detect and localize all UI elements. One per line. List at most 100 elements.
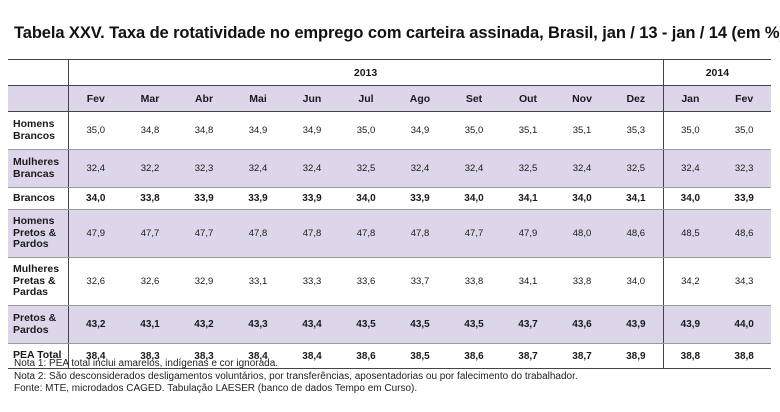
table-cell: 32,4 <box>67 149 123 188</box>
row-label-line: Pardas <box>13 286 49 299</box>
table-cell: 44,0 <box>717 305 772 344</box>
table-cell: 34,0 <box>555 187 609 210</box>
table-cell: 32,6 <box>67 257 123 306</box>
table-cell: 34,0 <box>339 187 393 210</box>
table-cell: 38,4 <box>67 343 123 369</box>
table-cell: 38,5 <box>393 343 447 369</box>
table-cell: 43,6 <box>555 305 609 344</box>
table-cell: 35,0 <box>717 111 772 150</box>
table-row: Homens Pretos & Pardos 47,9 47,7 47,7 47,8 47,8… <box>8 209 772 258</box>
table-cell: 32,5 <box>501 149 555 188</box>
row-label: Brancos <box>8 187 68 210</box>
row-label-line: Pretos & <box>13 312 57 324</box>
row-label-line: Mulheres <box>13 263 60 276</box>
row-label: PEA Total <box>8 343 68 369</box>
row-label: Mulheres Brancas <box>8 149 68 188</box>
month-header-9: Nov <box>555 85 609 112</box>
month-header-7: Set <box>447 85 501 112</box>
year-header-row: 2013 2014 <box>8 59 772 86</box>
month-header-12: Fev <box>717 85 772 112</box>
row-label-line: Pretas & <box>13 274 56 287</box>
table-cell: 48,5 <box>662 209 718 258</box>
table-cell: 34,0 <box>609 257 664 306</box>
table-cell: 32,2 <box>123 149 177 188</box>
table-cell: 47,8 <box>393 209 447 258</box>
table-row: Pretos & Pardos 43,2 43,1 43,2 43,3 43,4 43,5 43… <box>8 305 772 344</box>
turnover-table: 2013 2014 Fev Mar Abr Mai Jun Jul Ago Set Out Nov… <box>8 59 772 369</box>
table-cell: 32,3 <box>717 149 772 188</box>
table-cell: 35,0 <box>67 111 123 150</box>
table-cell: 38,4 <box>285 343 339 369</box>
table-cell: 33,9 <box>393 187 447 210</box>
table-cell: 48,6 <box>717 209 772 258</box>
table-cell: 34,8 <box>177 111 231 150</box>
month-header-2: Abr <box>177 85 231 112</box>
table-cell: 33,8 <box>555 257 609 306</box>
source-note: Fonte: MTE, microdados CAGED. Tabulação … <box>14 383 418 394</box>
table-cell: 43,2 <box>67 305 123 344</box>
table-row: Mulheres Pretas & Pardas 32,6 32,6 32,9 33,1 33… <box>8 257 772 306</box>
table-cell: 35,0 <box>339 111 393 150</box>
table-cell: 35,3 <box>609 111 664 150</box>
table-cell: 33,9 <box>231 187 285 210</box>
table-cell: 34,9 <box>393 111 447 150</box>
table-cell: 34,2 <box>662 257 718 306</box>
table-cell: 32,5 <box>609 149 664 188</box>
table-cell: 43,2 <box>177 305 231 344</box>
year-header-2013: 2013 <box>67 59 664 86</box>
note-2: Nota 2: São desconsiderados desligamento… <box>14 370 578 382</box>
row-label: Pretos & Pardos <box>8 305 68 344</box>
row-label-line: Mulheres <box>13 156 60 168</box>
table-cell: 33,9 <box>177 187 231 210</box>
month-header-1: Mar <box>123 85 177 112</box>
table-cell: 32,4 <box>447 149 501 188</box>
row-label-line: PEA Total <box>13 349 62 362</box>
row-label-line: Brancas <box>13 167 55 180</box>
table-cell: 47,7 <box>123 209 177 258</box>
table-cell: 47,7 <box>177 209 231 258</box>
footnotes: Nota 1: PEA total inclui amarelos, indíg… <box>14 358 578 396</box>
table-cell: 47,9 <box>501 209 555 258</box>
row-label-line: Homens <box>13 215 55 228</box>
month-header-3: Mai <box>231 85 285 112</box>
table-cell: 32,4 <box>662 149 718 188</box>
row-label-line: Pardos <box>13 323 49 336</box>
row-label: Mulheres Pretas & Pardas <box>8 257 68 306</box>
table-cell: 32,4 <box>555 149 609 188</box>
table-cell: 35,0 <box>662 111 718 150</box>
table-cell: 43,5 <box>339 305 393 344</box>
row-label-line: Brancos <box>13 191 56 204</box>
table-cell: 32,9 <box>177 257 231 306</box>
table-cell: 48,6 <box>609 209 664 258</box>
table-cell: 34,9 <box>231 111 285 150</box>
table-cell: 34,1 <box>609 187 664 210</box>
table-cell: 35,1 <box>501 111 555 150</box>
table-cell: 32,6 <box>123 257 177 306</box>
table-cell: 47,9 <box>67 209 123 258</box>
month-header-5: Jul <box>339 85 393 112</box>
month-header-10: Dez <box>609 85 664 112</box>
row-label: Homens Brancos <box>8 111 68 150</box>
month-header-8: Out <box>501 85 555 112</box>
table-cell: 34,0 <box>67 187 123 210</box>
row-label-line: Brancos <box>13 129 56 142</box>
table-cell: 43,3 <box>231 305 285 344</box>
month-header-0: Fev <box>67 85 123 112</box>
year-header-2014: 2014 <box>662 59 772 86</box>
row-label-line: Pardos <box>13 238 49 251</box>
table-cell: 34,8 <box>123 111 177 150</box>
table-cell: 43,5 <box>447 305 501 344</box>
table-cell: 34,1 <box>501 187 555 210</box>
table-row: Homens Brancos 35,0 34,8 34,8 34,9 34,9 35,0 34,… <box>8 111 772 150</box>
empty-corner-cell <box>8 59 68 86</box>
table-cell: 32,3 <box>177 149 231 188</box>
table-cell: 43,7 <box>501 305 555 344</box>
table-cell: 47,7 <box>447 209 501 258</box>
table-cell: 34,3 <box>717 257 772 306</box>
table-cell: 33,7 <box>393 257 447 306</box>
table-cell: 33,3 <box>285 257 339 306</box>
table-cell: 38,3 <box>123 343 177 369</box>
table-cell: 48,0 <box>555 209 609 258</box>
note-1: Nota 1: PEA total inclui amarelos, indíg… <box>14 358 279 369</box>
table-cell: 38,9 <box>609 343 664 369</box>
